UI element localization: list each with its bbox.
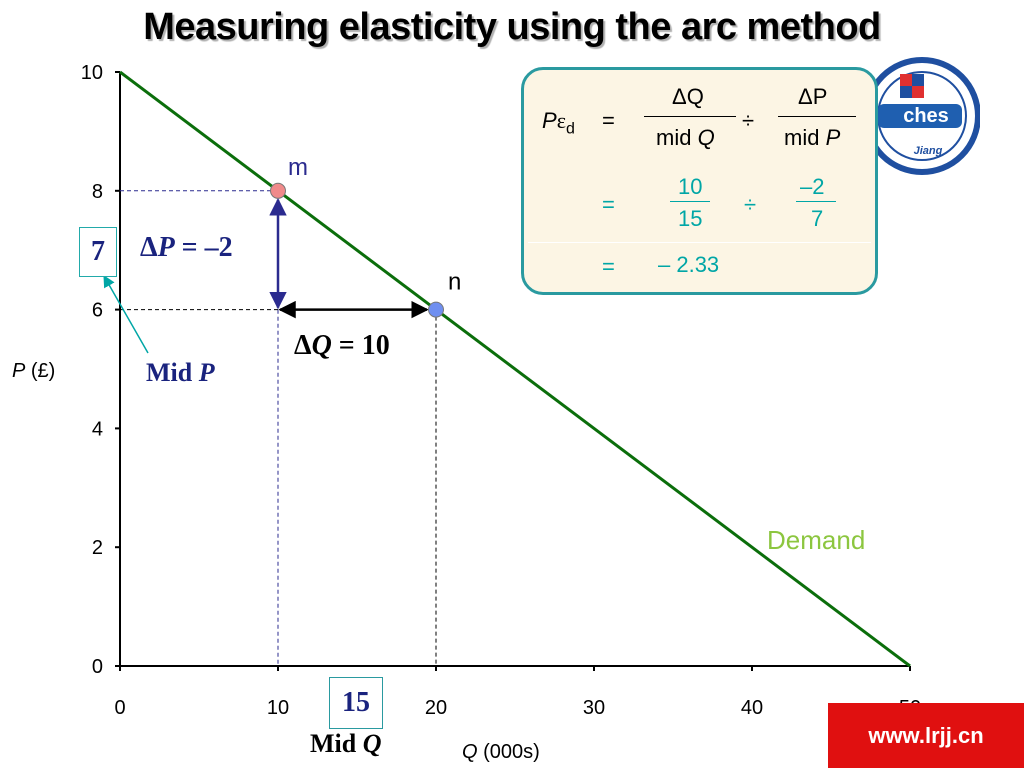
formula-fraction-line-2 [778,116,856,117]
formula-fraction-line-1 [644,116,736,117]
formula-divide-2: ÷ [744,192,757,217]
delta-p-label: ΔP = –2 [140,232,233,263]
change-arrows [103,198,429,354]
svg-text:ches: ches [903,105,949,127]
formula-divide-1: ÷ [742,108,755,133]
demand-label: Demand [767,525,865,555]
y-tick-label: 6 [92,300,103,322]
formula-num-neg2: –2 [800,174,825,199]
y-tick-label: 0 [92,656,103,678]
mid-p-pointer [103,274,149,354]
formula-fraction-line-4 [796,201,836,202]
formula-den-15: 15 [678,206,703,231]
y-tick-label: 4 [92,418,103,440]
svg-text:Jiang: Jiang [914,145,943,157]
mid-p-label: Mid P [146,358,216,387]
formula-result: – 2.33 [658,252,720,277]
formula-den-midq: mid Q [656,125,715,150]
demand-line [119,70,911,668]
points-layer [270,182,444,318]
formula-equals-3: = [602,254,615,279]
page-title: Measuring elasticity using the arc metho… [143,6,881,48]
formula-num-dq: ΔQ [672,84,704,109]
point-n [428,301,444,318]
delta-q-label: ΔQ = 10 [294,330,390,361]
formula-fraction-line-3 [670,201,710,202]
formula-num-10: 10 [678,174,703,199]
formula-den-midp: mid P [784,125,841,150]
arc-elasticity-formula: Pεd = ΔQ mid Q ÷ ΔP mid P = 10 15 ÷ –2 7… [521,67,878,295]
y-tick-label: 2 [92,537,103,559]
mid-p-value-box: 7 [79,227,117,277]
formula-equals-1: = [602,108,615,133]
y-axis-label: P (£) [12,360,55,382]
college-logo: ches Jiang [860,52,981,182]
formula-lhs: Pεd [542,108,575,138]
x-tick-label: 30 [583,697,605,719]
mid-q-label: Mid Q [310,729,382,758]
y-tick-label: 10 [81,62,103,84]
website-banner[interactable]: www.lrjj.cn [828,703,1024,768]
x-tick-label: 0 [114,697,125,719]
formula-equals-2: = [602,192,615,217]
mid-q-value-box: 15 [329,677,383,729]
x-tick-label: 40 [741,697,763,719]
point-label-n: n [448,269,461,296]
point-label-m: m [288,154,308,181]
point-m [270,182,286,199]
formula-num-dp: ΔP [798,84,828,109]
x-tick-label: 20 [425,697,447,719]
y-tick-label: 8 [92,181,103,203]
x-tick-label: 10 [267,697,289,719]
formula-den-7: 7 [811,206,824,231]
text-layer: m n ΔP = –2 ΔQ = 10 Mid P Mid Q Demand [140,154,865,758]
formula-divider [528,242,871,243]
series-layer [119,70,911,668]
x-axis-label: Q (000s) [462,741,540,763]
